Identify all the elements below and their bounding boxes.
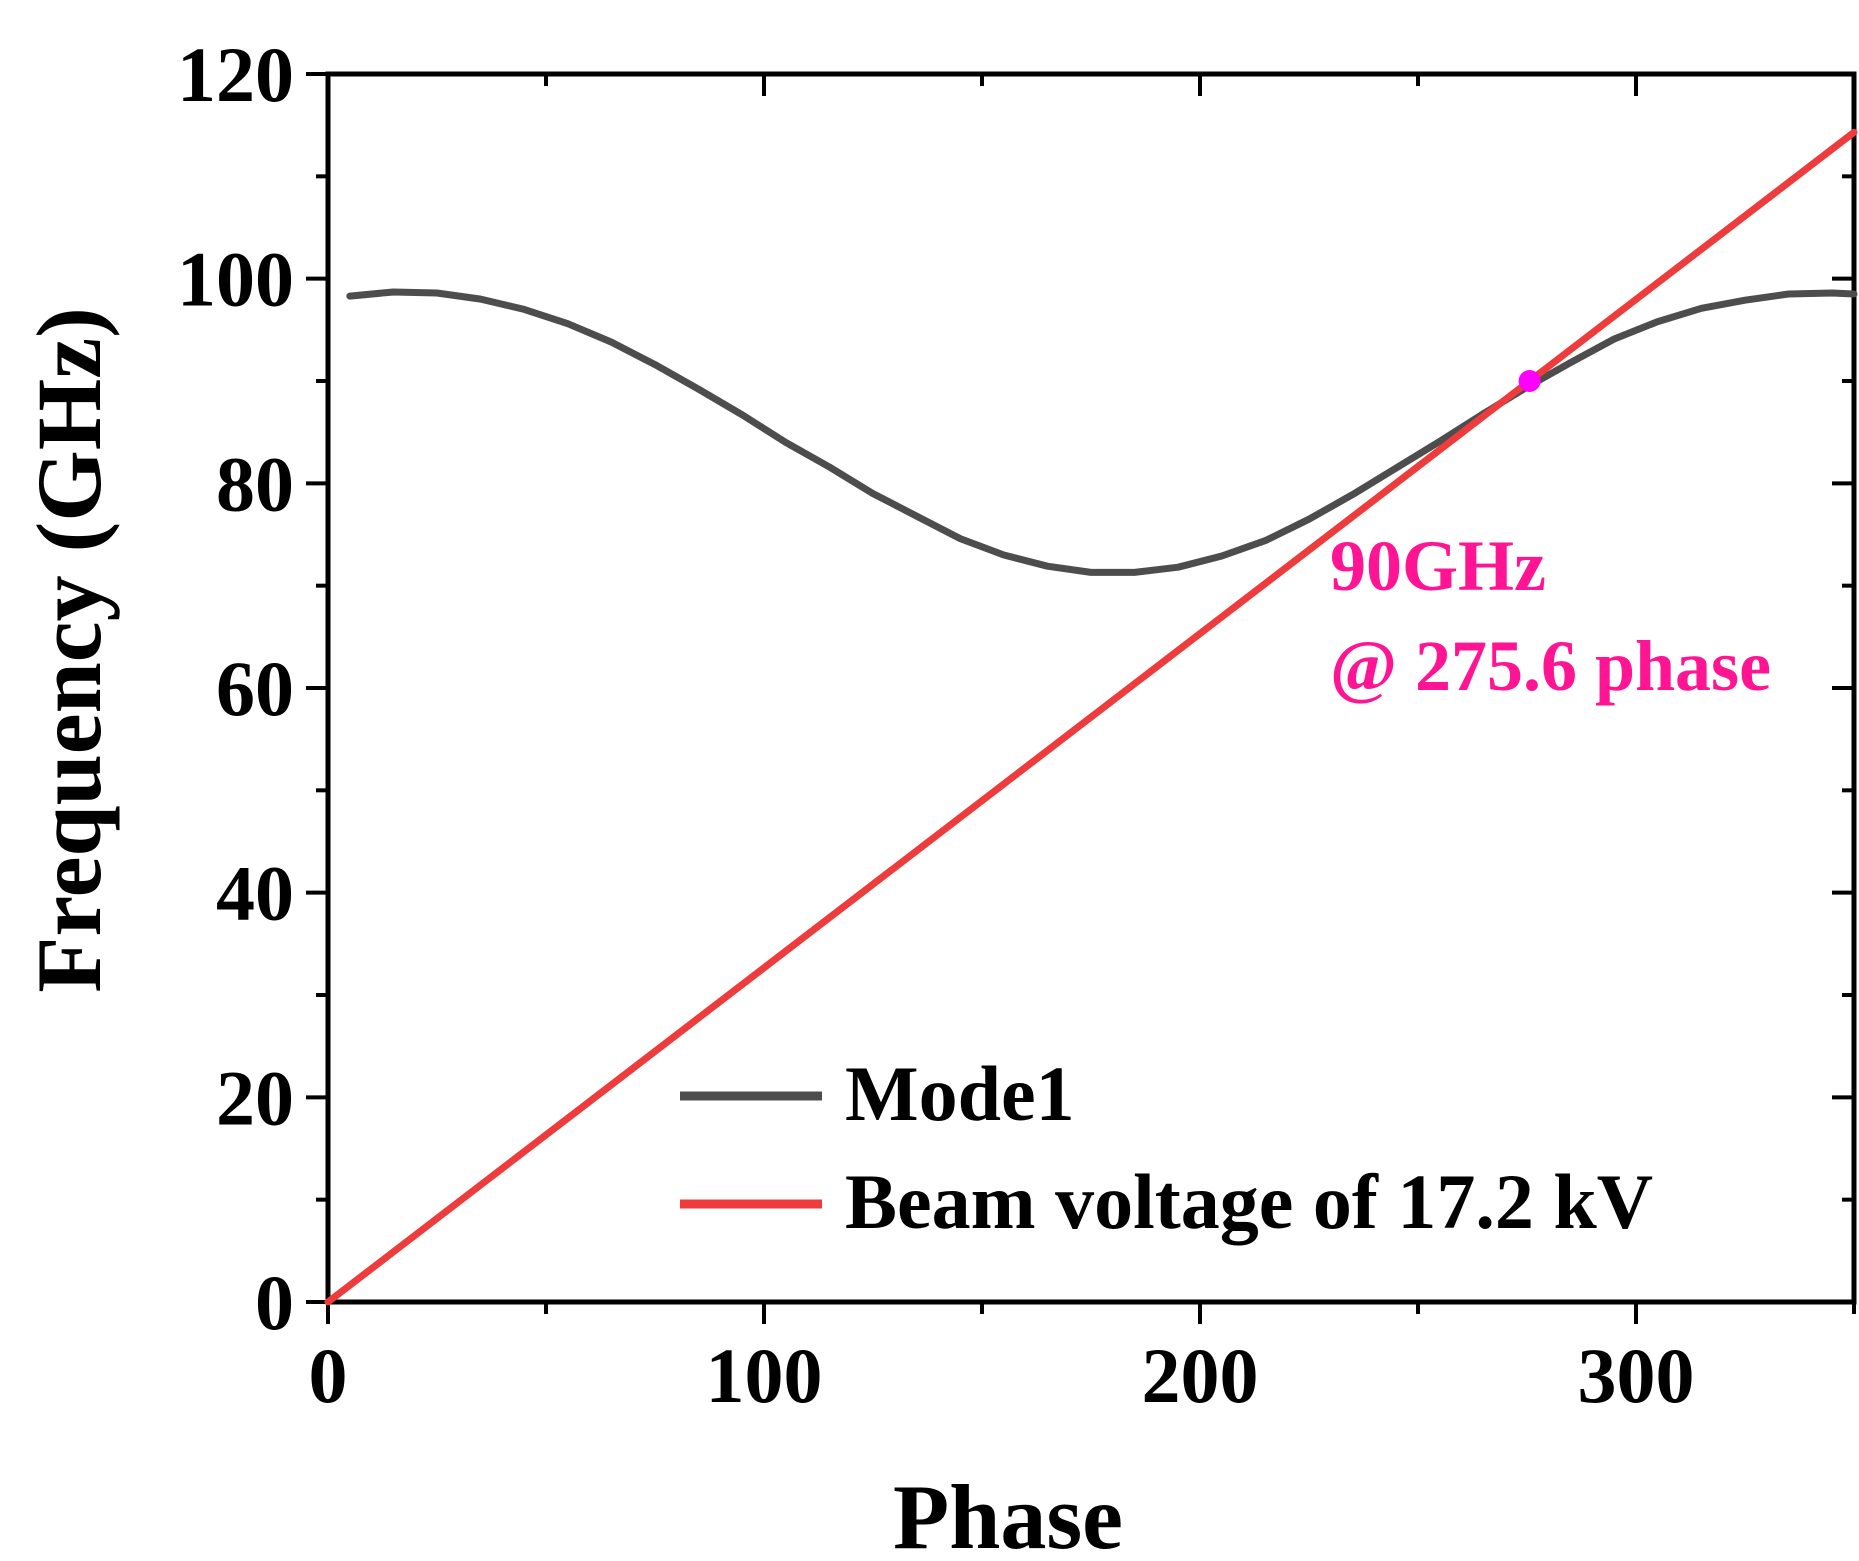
axis-ticks [306, 72, 1856, 1324]
x-tick-label-100: 100 [706, 1332, 823, 1419]
series-line-beam-voltage [324, 128, 1858, 1306]
series-layer [324, 128, 1858, 1306]
legend-label-beam: Beam voltage of 17.2 kV [845, 1158, 1653, 1245]
tick-labels: 0 100 200 300 0 20 40 60 80 100 120 [177, 31, 1695, 1419]
legend-label-mode1: Mode1 [845, 1050, 1075, 1137]
y-tick-label-20: 20 [216, 1054, 294, 1141]
y-axis-title: Frequency (GHz) [18, 307, 120, 993]
y-tick-label-120: 120 [177, 31, 294, 118]
y-tick-label-100: 100 [177, 236, 294, 323]
x-tick-label-0: 0 [309, 1332, 348, 1419]
y-tick-label-60: 60 [216, 645, 294, 732]
annotation-frequency: 90GHz [1330, 526, 1546, 606]
y-tick-label-0: 0 [255, 1259, 294, 1346]
y-tick-label-40: 40 [216, 850, 294, 937]
highlight-layer [1518, 370, 1541, 392]
x-tick-label-200: 200 [1142, 1332, 1259, 1419]
annotation-phase: @ 275.6 phase [1330, 626, 1771, 706]
intersection-point [1518, 370, 1541, 392]
series-line-mode1 [346, 288, 1858, 576]
x-axis-title: Phase [893, 1466, 1123, 1561]
y-tick-label-80: 80 [216, 440, 294, 527]
legend: Mode1 Beam voltage of 17.2 kV [680, 1050, 1653, 1245]
x-tick-label-300: 300 [1578, 1332, 1695, 1419]
